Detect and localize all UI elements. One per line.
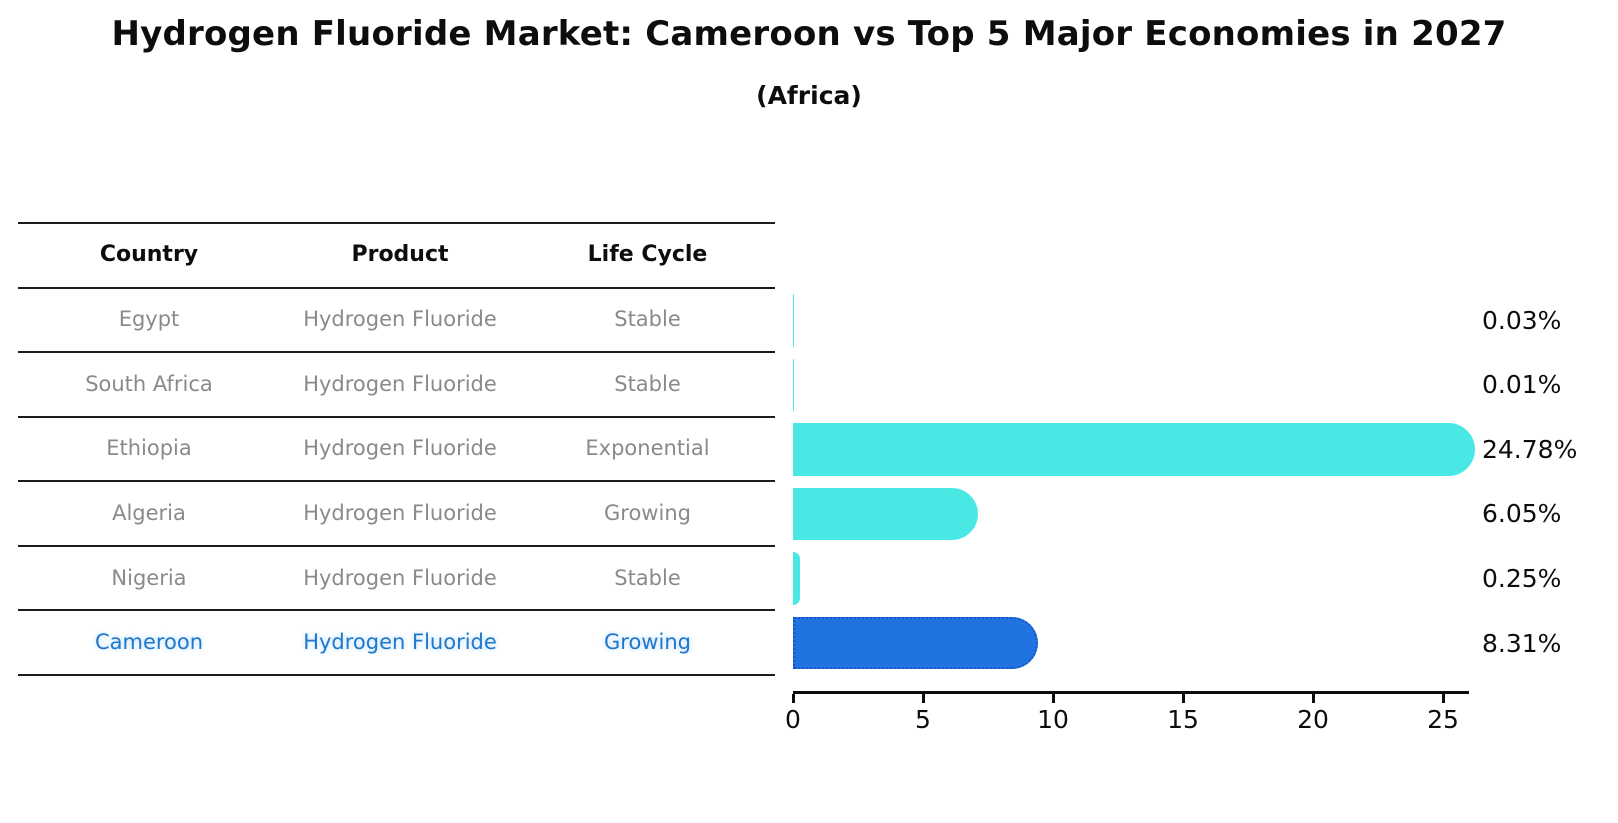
x-axis-tick (1051, 694, 1055, 703)
country-table: Country Product Life Cycle Egypt Hydroge… (18, 222, 775, 676)
x-axis-tick (791, 694, 795, 703)
x-axis-tick (921, 694, 925, 703)
x-axis-line (793, 691, 1469, 694)
column-header-country: Country (99, 243, 199, 268)
table-row-ethiopia: Ethiopia Hydrogen Fluoride Exponential (18, 418, 775, 483)
value-label-cameroon: 8.31% (1482, 628, 1562, 658)
country-cell: South Africa (85, 372, 213, 396)
life-cycle-cell: Growing (604, 631, 691, 655)
life-cycle-cell: Stable (614, 566, 681, 590)
table-row-egypt: Egypt Hydrogen Fluoride Stable (18, 289, 775, 354)
product-cell: Hydrogen Fluoride (303, 308, 497, 332)
table-row-nigeria: Nigeria Hydrogen Fluoride Stable (18, 547, 775, 612)
x-tick-label: 10 (1037, 705, 1069, 734)
life-cycle-cell: Exponential (585, 437, 710, 461)
product-cell: Hydrogen Fluoride (303, 437, 497, 461)
bar-algeria (793, 487, 979, 541)
column-header-product: Product (351, 243, 449, 268)
life-cycle-cell: Stable (614, 308, 681, 332)
product-cell: Hydrogen Fluoride (303, 631, 497, 655)
value-label-egypt: 0.03% (1482, 305, 1562, 335)
table-header-row: Country Product Life Cycle (18, 224, 775, 289)
value-label-nigeria: 0.25% (1482, 564, 1562, 594)
value-label-south-africa: 0.01% (1482, 370, 1562, 400)
country-cell: Nigeria (111, 566, 187, 590)
life-cycle-cell: Growing (604, 501, 691, 525)
country-cell: Egypt (118, 308, 180, 332)
bar-egypt (793, 294, 794, 347)
chart-subtitle: (Africa) (756, 81, 862, 110)
bar-ethiopia (793, 423, 1475, 476)
x-tick-label: 0 (785, 705, 801, 734)
table-row-cameroon: Cameroon Hydrogen Fluoride Growing (18, 611, 775, 676)
product-cell: Hydrogen Fluoride (303, 501, 497, 525)
x-tick-label: 15 (1167, 705, 1199, 734)
chart-title: Hydrogen Fluoride Market: Cameroon vs To… (111, 14, 1507, 54)
column-header-life-cycle: Life Cycle (587, 243, 708, 268)
table-row-south-africa: South Africa Hydrogen Fluoride Stable (18, 353, 775, 418)
table-row-algeria: Algeria Hydrogen Fluoride Growing (18, 482, 775, 547)
product-cell: Hydrogen Fluoride (303, 372, 497, 396)
x-tick-label: 5 (915, 705, 931, 734)
country-cell: Ethiopia (106, 437, 192, 461)
bar-nigeria (793, 552, 800, 605)
x-tick-label: 25 (1427, 705, 1459, 734)
value-label-algeria: 6.05% (1482, 499, 1562, 529)
x-tick-label: 20 (1297, 705, 1329, 734)
life-cycle-cell: Stable (614, 372, 681, 396)
bar-cameroon (793, 616, 1039, 670)
product-cell: Hydrogen Fluoride (303, 566, 497, 590)
x-axis-tick (1441, 694, 1445, 703)
x-axis-tick (1181, 694, 1185, 703)
x-axis-tick (1311, 694, 1315, 703)
value-label-ethiopia: 24.78% (1482, 434, 1578, 464)
country-cell: Cameroon (94, 631, 204, 655)
country-cell: Algeria (112, 501, 186, 525)
